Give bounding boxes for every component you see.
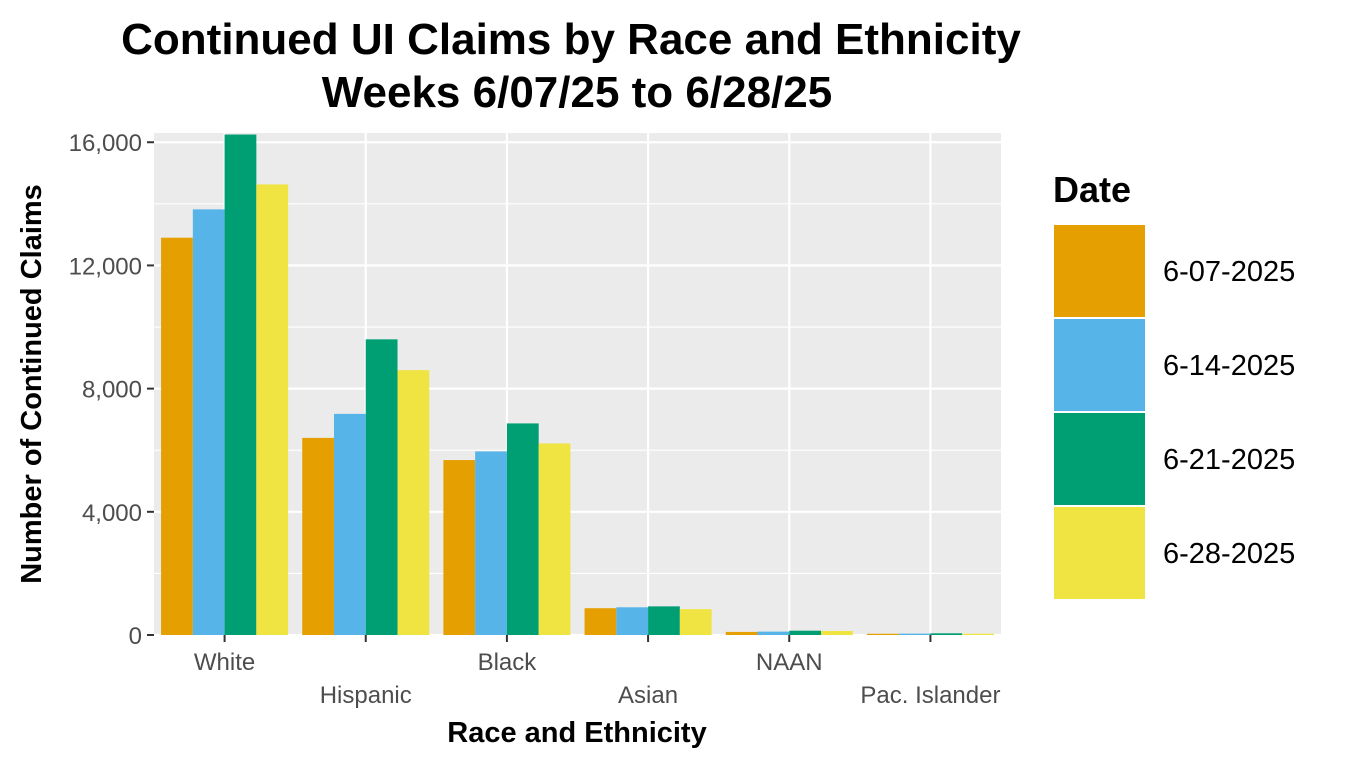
bar-hispanic-6-14-2025 xyxy=(333,413,366,635)
bar-naan-6-07-2025 xyxy=(725,631,758,635)
y-axis-title: Number of Continued Claims xyxy=(16,184,48,584)
x-axis-title: Race and Ethnicity xyxy=(447,717,706,749)
legend-label: 6-07-2025 xyxy=(1163,256,1295,288)
x-tick-label: Hispanic xyxy=(320,682,412,709)
bar-black-6-28-2025 xyxy=(538,443,571,635)
bar-asian-6-14-2025 xyxy=(616,607,649,635)
bar-black-6-14-2025 xyxy=(475,451,507,635)
legend-label: 6-28-2025 xyxy=(1163,538,1295,570)
axes: 0 4,000 8,000 12,000 16,000 White Hispanic Blac… xyxy=(69,130,1001,709)
plot-panel xyxy=(154,133,1001,635)
bar-pac-islander-6-07-2025 xyxy=(866,633,899,635)
x-tick-label: NAAN xyxy=(756,649,823,676)
legend-label: 6-14-2025 xyxy=(1163,350,1295,382)
bar-white-6-07-2025 xyxy=(161,237,193,635)
y-tick-label: 4,000 xyxy=(82,500,142,527)
chart-title: Continued UI Claims by Race and Ethnicit… xyxy=(121,15,1021,64)
x-tick-label: Pac. Islander xyxy=(860,682,1000,709)
legend-key xyxy=(1052,505,1147,601)
legend-key xyxy=(1052,223,1147,319)
y-tick-label: 12,000 xyxy=(69,253,142,280)
legend-key xyxy=(1052,411,1147,507)
bar-asian-6-07-2025 xyxy=(584,608,617,635)
legend-label: 6-21-2025 xyxy=(1163,444,1295,476)
bars xyxy=(161,134,994,636)
bar-naan-6-21-2025 xyxy=(789,630,822,635)
bar-hispanic-6-21-2025 xyxy=(365,339,398,635)
legend: Date 6-07-2025 6-14-2025 6-21-2025 6-28-202… xyxy=(1052,169,1295,601)
bar-naan-6-28-2025 xyxy=(821,630,853,635)
legend-title: Date xyxy=(1053,169,1131,210)
bar-naan-6-14-2025 xyxy=(757,631,790,635)
x-tick-label: White xyxy=(194,649,255,676)
bar-pac-islander-6-21-2025 xyxy=(930,633,963,635)
bar-black-6-21-2025 xyxy=(506,423,539,635)
y-tick-label: 0 xyxy=(129,623,142,650)
y-tick-label: 8,000 xyxy=(82,377,142,404)
bar-pac-islander-6-28-2025 xyxy=(962,633,994,635)
bar-hispanic-6-28-2025 xyxy=(397,370,430,635)
bar-white-6-28-2025 xyxy=(256,184,289,636)
bar-asian-6-28-2025 xyxy=(679,609,712,635)
bar-white-6-14-2025 xyxy=(192,209,225,635)
x-tick-label: Black xyxy=(478,649,538,676)
bar-hispanic-6-07-2025 xyxy=(302,437,334,635)
chart-subtitle: Weeks 6/07/25 to 6/28/25 xyxy=(322,68,832,117)
x-tick-label: Asian xyxy=(618,682,678,709)
bar-pac-islander-6-14-2025 xyxy=(898,633,931,635)
bar-asian-6-21-2025 xyxy=(648,606,680,635)
y-tick-label: 16,000 xyxy=(69,130,142,157)
bar-white-6-21-2025 xyxy=(224,134,257,636)
bar-black-6-07-2025 xyxy=(443,460,476,635)
legend-key xyxy=(1052,317,1147,413)
